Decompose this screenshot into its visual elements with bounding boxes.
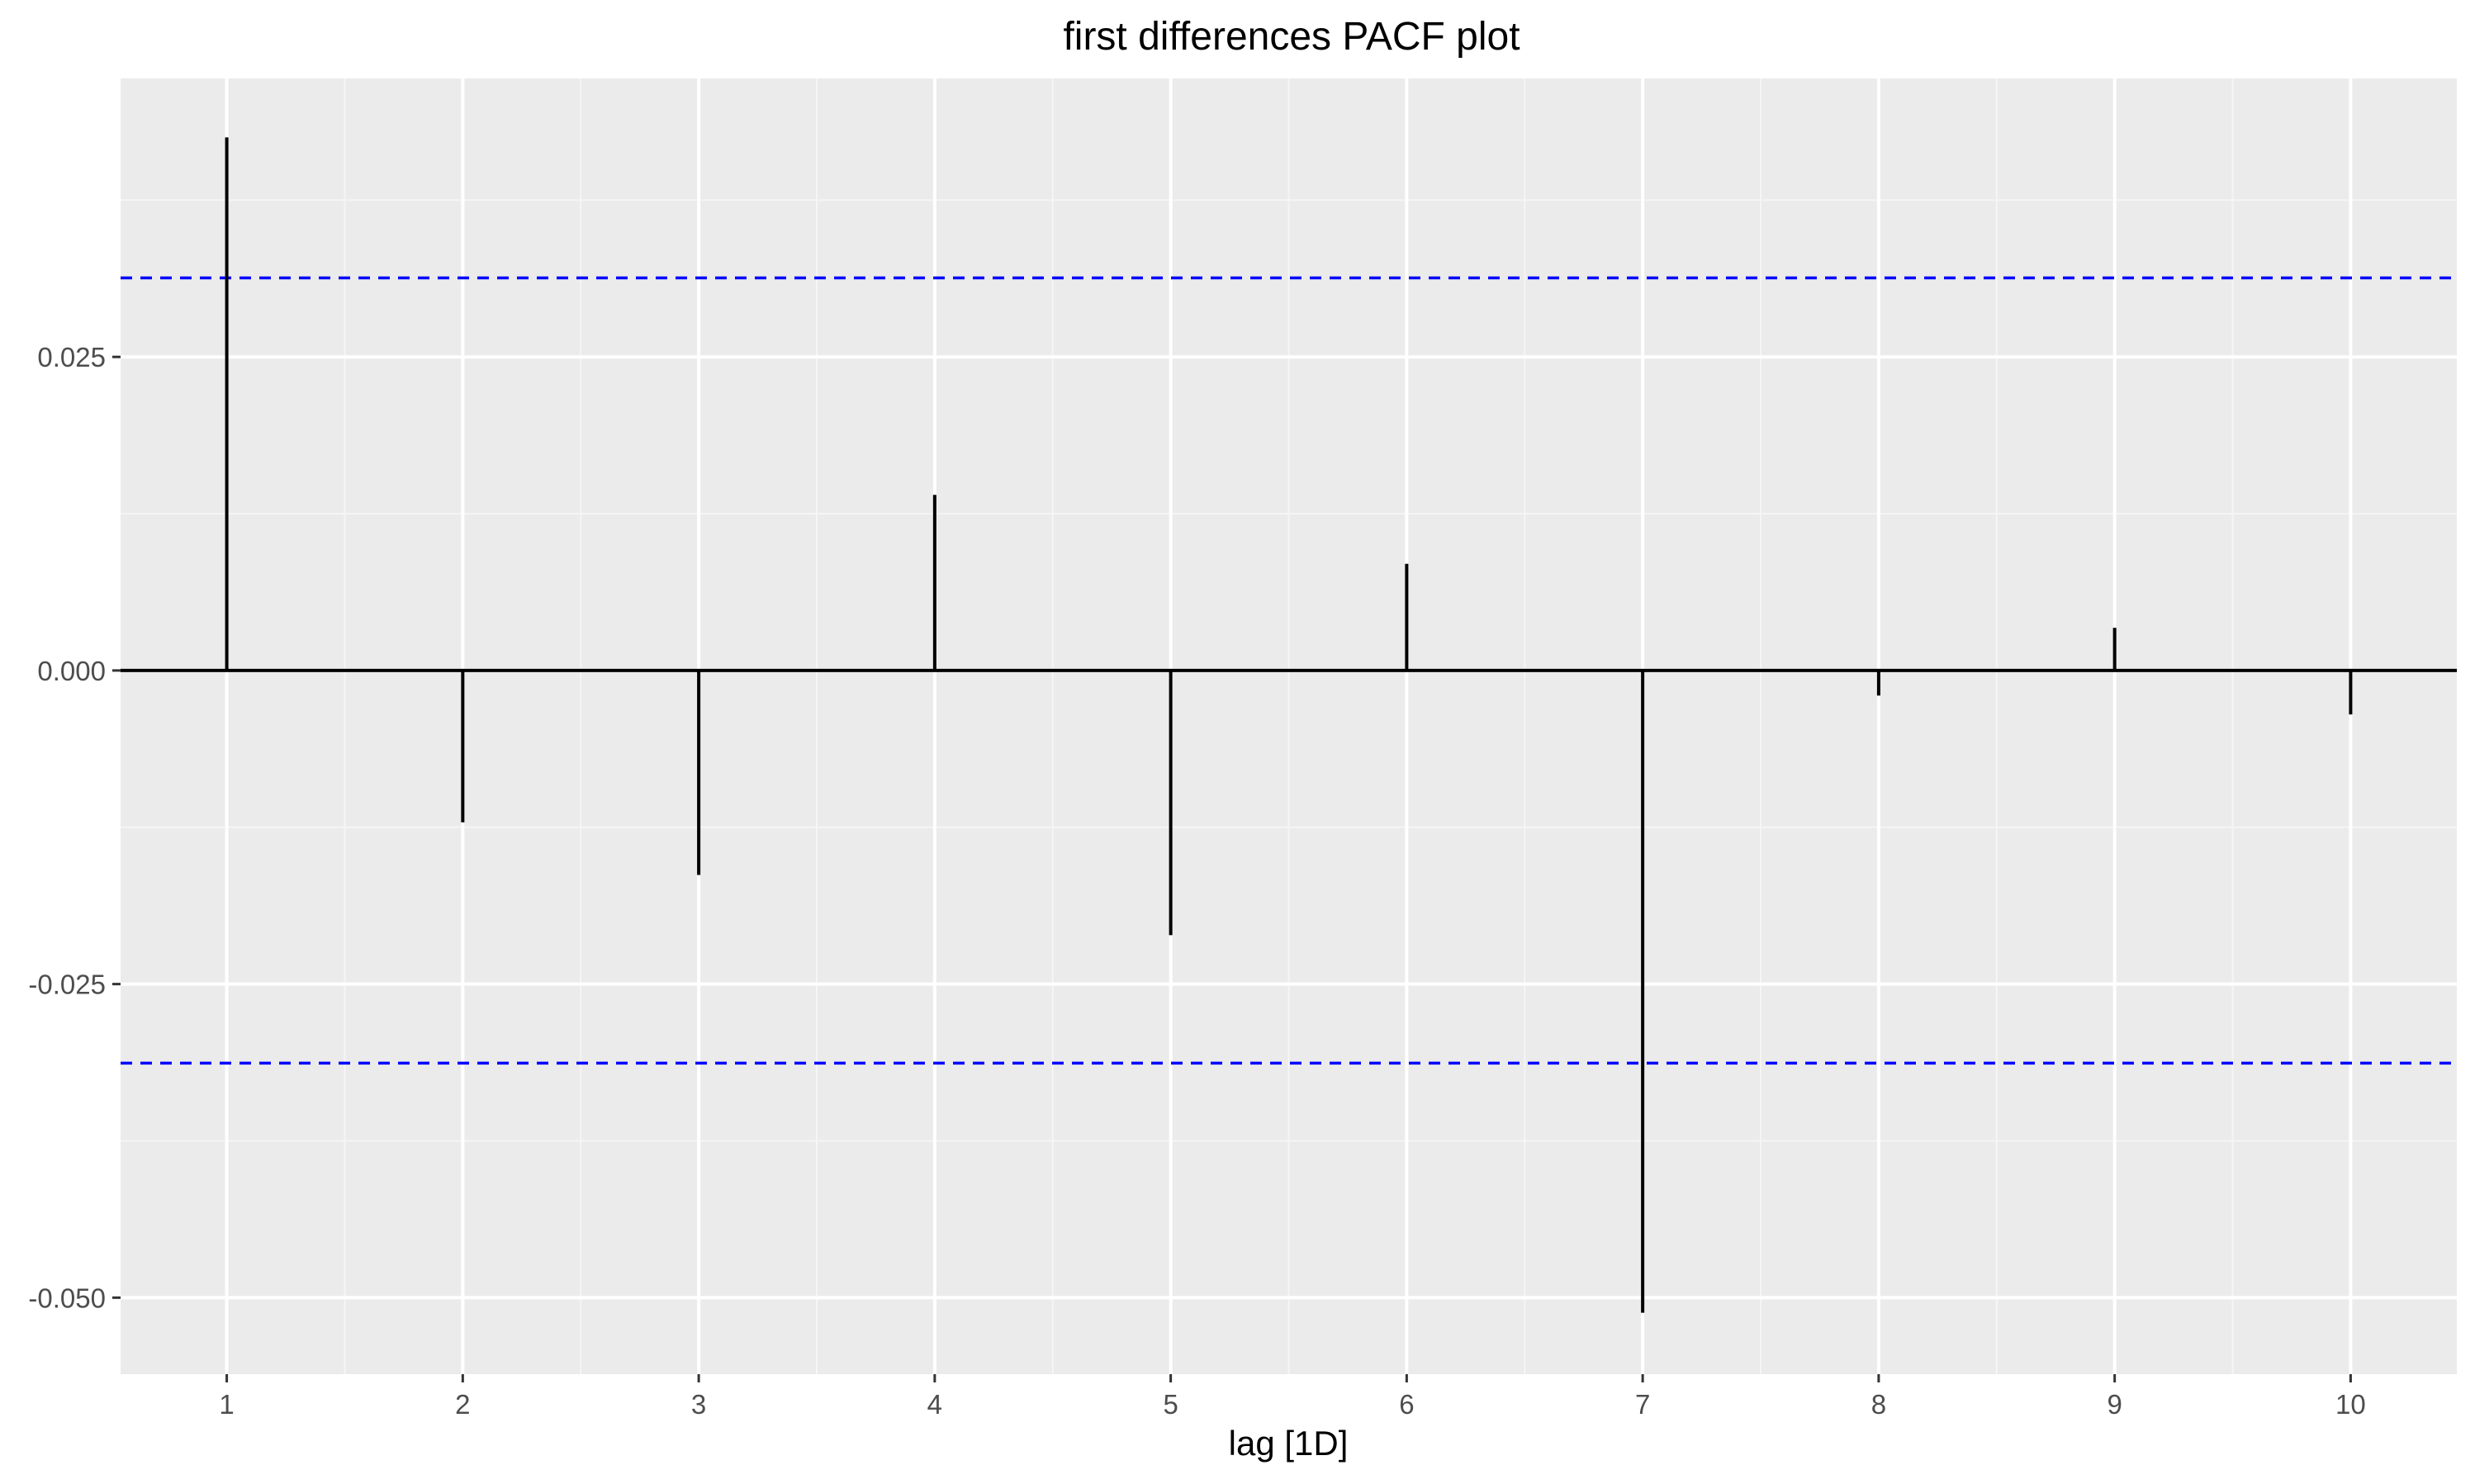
x-tick-label: 7 [1635, 1389, 1650, 1420]
x-tick-label: 8 [1871, 1389, 1886, 1420]
y-tick-label: -0.050 [28, 1282, 106, 1313]
significance-bounds [121, 276, 2457, 1065]
y-axis-ticks: 0.025 0.000 -0.025 -0.050 [28, 342, 121, 1313]
pacf-spikes [225, 137, 2353, 1313]
x-tick-label: 3 [691, 1389, 706, 1420]
chart-title: first differences PACF plot [1063, 15, 1520, 59]
y-tick-label: 0.000 [37, 656, 106, 686]
y-tick-label: 0.025 [37, 342, 106, 372]
x-tick-label: 5 [1163, 1389, 1178, 1420]
x-axis-ticks: 1 2 3 4 5 6 7 8 9 10 [219, 1374, 2366, 1420]
y-tick-label: -0.025 [28, 970, 106, 1000]
x-tick-label: 4 [927, 1389, 942, 1420]
x-tick-label: 9 [2107, 1389, 2122, 1420]
x-tick-label: 2 [455, 1389, 470, 1420]
x-axis-title: lag [1D] [1229, 1424, 1349, 1463]
x-tick-label: 6 [1399, 1389, 1414, 1420]
x-tick-label: 10 [2335, 1389, 2366, 1420]
x-tick-label: 1 [219, 1389, 234, 1420]
